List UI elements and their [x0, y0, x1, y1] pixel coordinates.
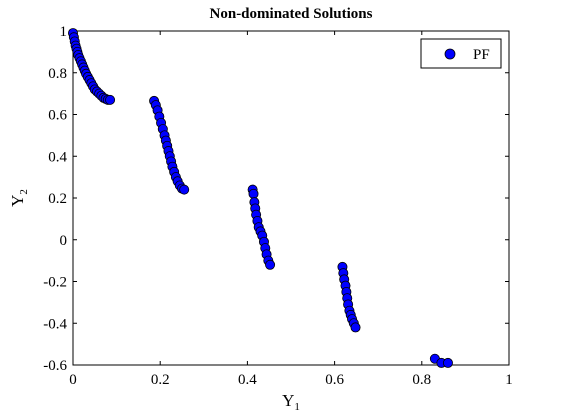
x-tick-label: 1: [505, 372, 513, 388]
x-tick-label: 0: [69, 372, 77, 388]
data-point: [105, 94, 116, 105]
legend-label: PF: [473, 47, 490, 63]
data-point: [265, 259, 276, 270]
x-tick-label: 0.6: [325, 372, 344, 388]
plot-area: [72, 30, 510, 366]
data-point: [179, 184, 190, 195]
y-tick-label: 0.8: [48, 66, 67, 82]
data-points: [68, 28, 453, 368]
legend-box: [420, 38, 502, 69]
y-tick-label: -0.6: [43, 358, 67, 374]
axis-ticks: 0 0.2 0.4 0.6 0.8 1 -0.6 -0.4 -0.2 0 0.2 0.4 0.6 0.8 1: [43, 24, 513, 388]
y-tick-label: 0.4: [48, 149, 67, 165]
legend-marker: [444, 48, 456, 60]
y-tick-label: -0.2: [43, 275, 67, 291]
y-axis-label-subscript: 2: [18, 189, 30, 195]
y-tick-label: 1: [60, 24, 68, 40]
y-tick-label: -0.4: [43, 316, 67, 332]
data-point: [248, 188, 259, 199]
x-tick-label: 0.2: [151, 372, 170, 388]
y-axis-label-base: Y: [8, 195, 27, 207]
y-tick-label: 0.2: [48, 191, 67, 207]
y-axis-label: Y2: [8, 189, 30, 207]
y-tick-label: 0.6: [48, 108, 67, 124]
data-point: [350, 322, 361, 333]
data-point: [442, 357, 453, 368]
y-tick-label: 0: [60, 233, 68, 249]
x-axis-label-base: Y: [282, 391, 294, 410]
x-tick-label: 0.4: [238, 372, 257, 388]
x-axis-label: Y1: [282, 391, 300, 413]
x-axis-label-subscript: 1: [294, 401, 300, 413]
legend: PF: [420, 38, 502, 69]
chart-title: Non-dominated Solutions: [210, 6, 373, 22]
x-tick-label: 0.8: [412, 372, 431, 388]
